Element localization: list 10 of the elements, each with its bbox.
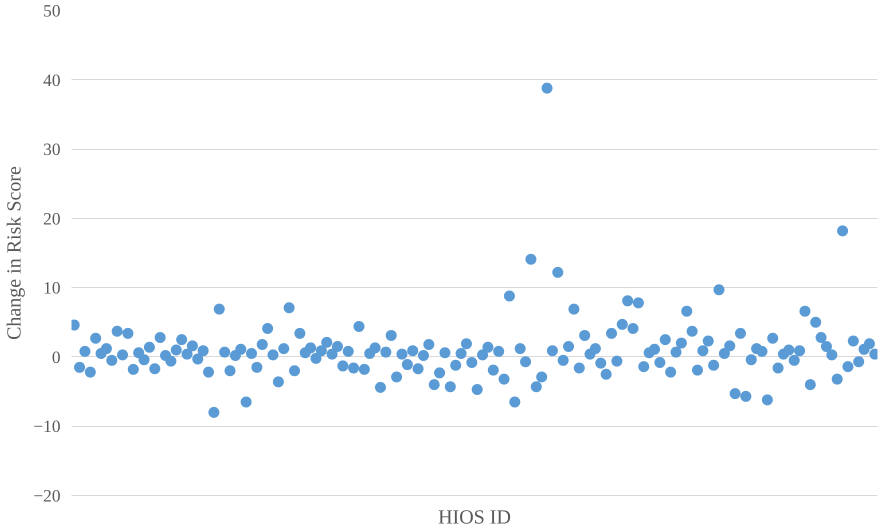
- y-tick-label: −10: [33, 417, 61, 436]
- y-tick-label: 20: [43, 209, 60, 228]
- y-tick-label: −20: [33, 486, 61, 506]
- y-tick-label: 50: [43, 2, 60, 20]
- y-tick-label: 0: [52, 348, 61, 367]
- y-axis-title: Change in Risk Score: [3, 166, 26, 340]
- y-tick-label: 10: [43, 278, 60, 298]
- y-tick-label: 30: [43, 140, 60, 160]
- x-axis-title: HIOS ID: [438, 506, 511, 528]
- y-tick-label: 40: [43, 70, 60, 90]
